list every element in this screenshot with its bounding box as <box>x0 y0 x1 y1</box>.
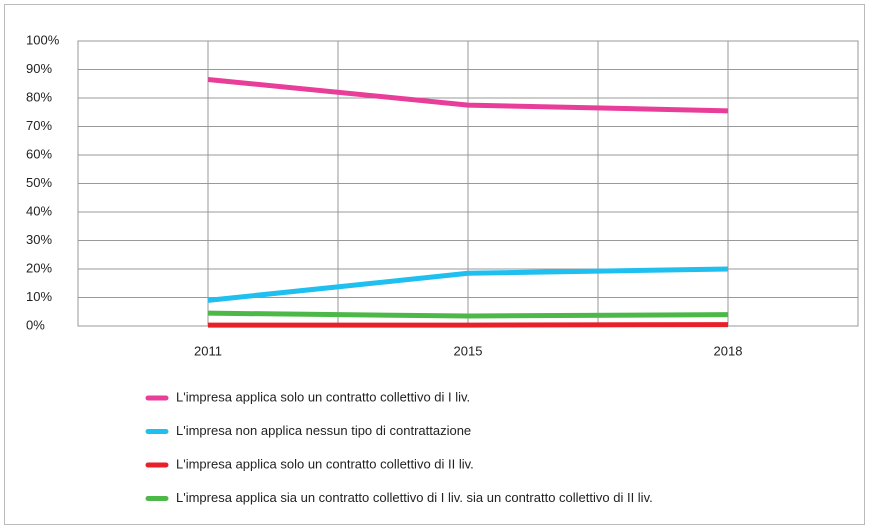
series-line <box>207 310 729 319</box>
y-tick-label: 70% <box>26 118 52 133</box>
x-tick-label: 2018 <box>714 343 743 358</box>
chart-border <box>4 4 865 525</box>
y-tick-label: 40% <box>26 203 52 218</box>
x-tick-label: 2011 <box>194 343 222 358</box>
x-tick-label: 2015 <box>454 343 483 358</box>
y-tick-label: 30% <box>26 232 52 247</box>
series-line <box>208 322 729 328</box>
y-tick-label: 80% <box>26 89 52 104</box>
legend-label: L'impresa applica solo un contratto coll… <box>176 389 470 404</box>
y-tick-label: 100% <box>26 32 60 47</box>
legend-label: L'impresa applica sia un contratto colle… <box>176 490 653 505</box>
series-line <box>207 76 729 114</box>
legend-label: L'impresa non applica nessun tipo di con… <box>176 423 471 438</box>
y-tick-label: 50% <box>26 175 52 190</box>
y-tick-label: 90% <box>26 61 52 76</box>
y-tick-label: 0% <box>26 317 45 332</box>
series-line <box>207 266 729 303</box>
y-tick-label: 10% <box>26 289 52 304</box>
legend-label: L'impresa applica solo un contratto coll… <box>176 456 474 471</box>
y-tick-label: 20% <box>26 260 52 275</box>
y-tick-label: 60% <box>26 146 52 161</box>
